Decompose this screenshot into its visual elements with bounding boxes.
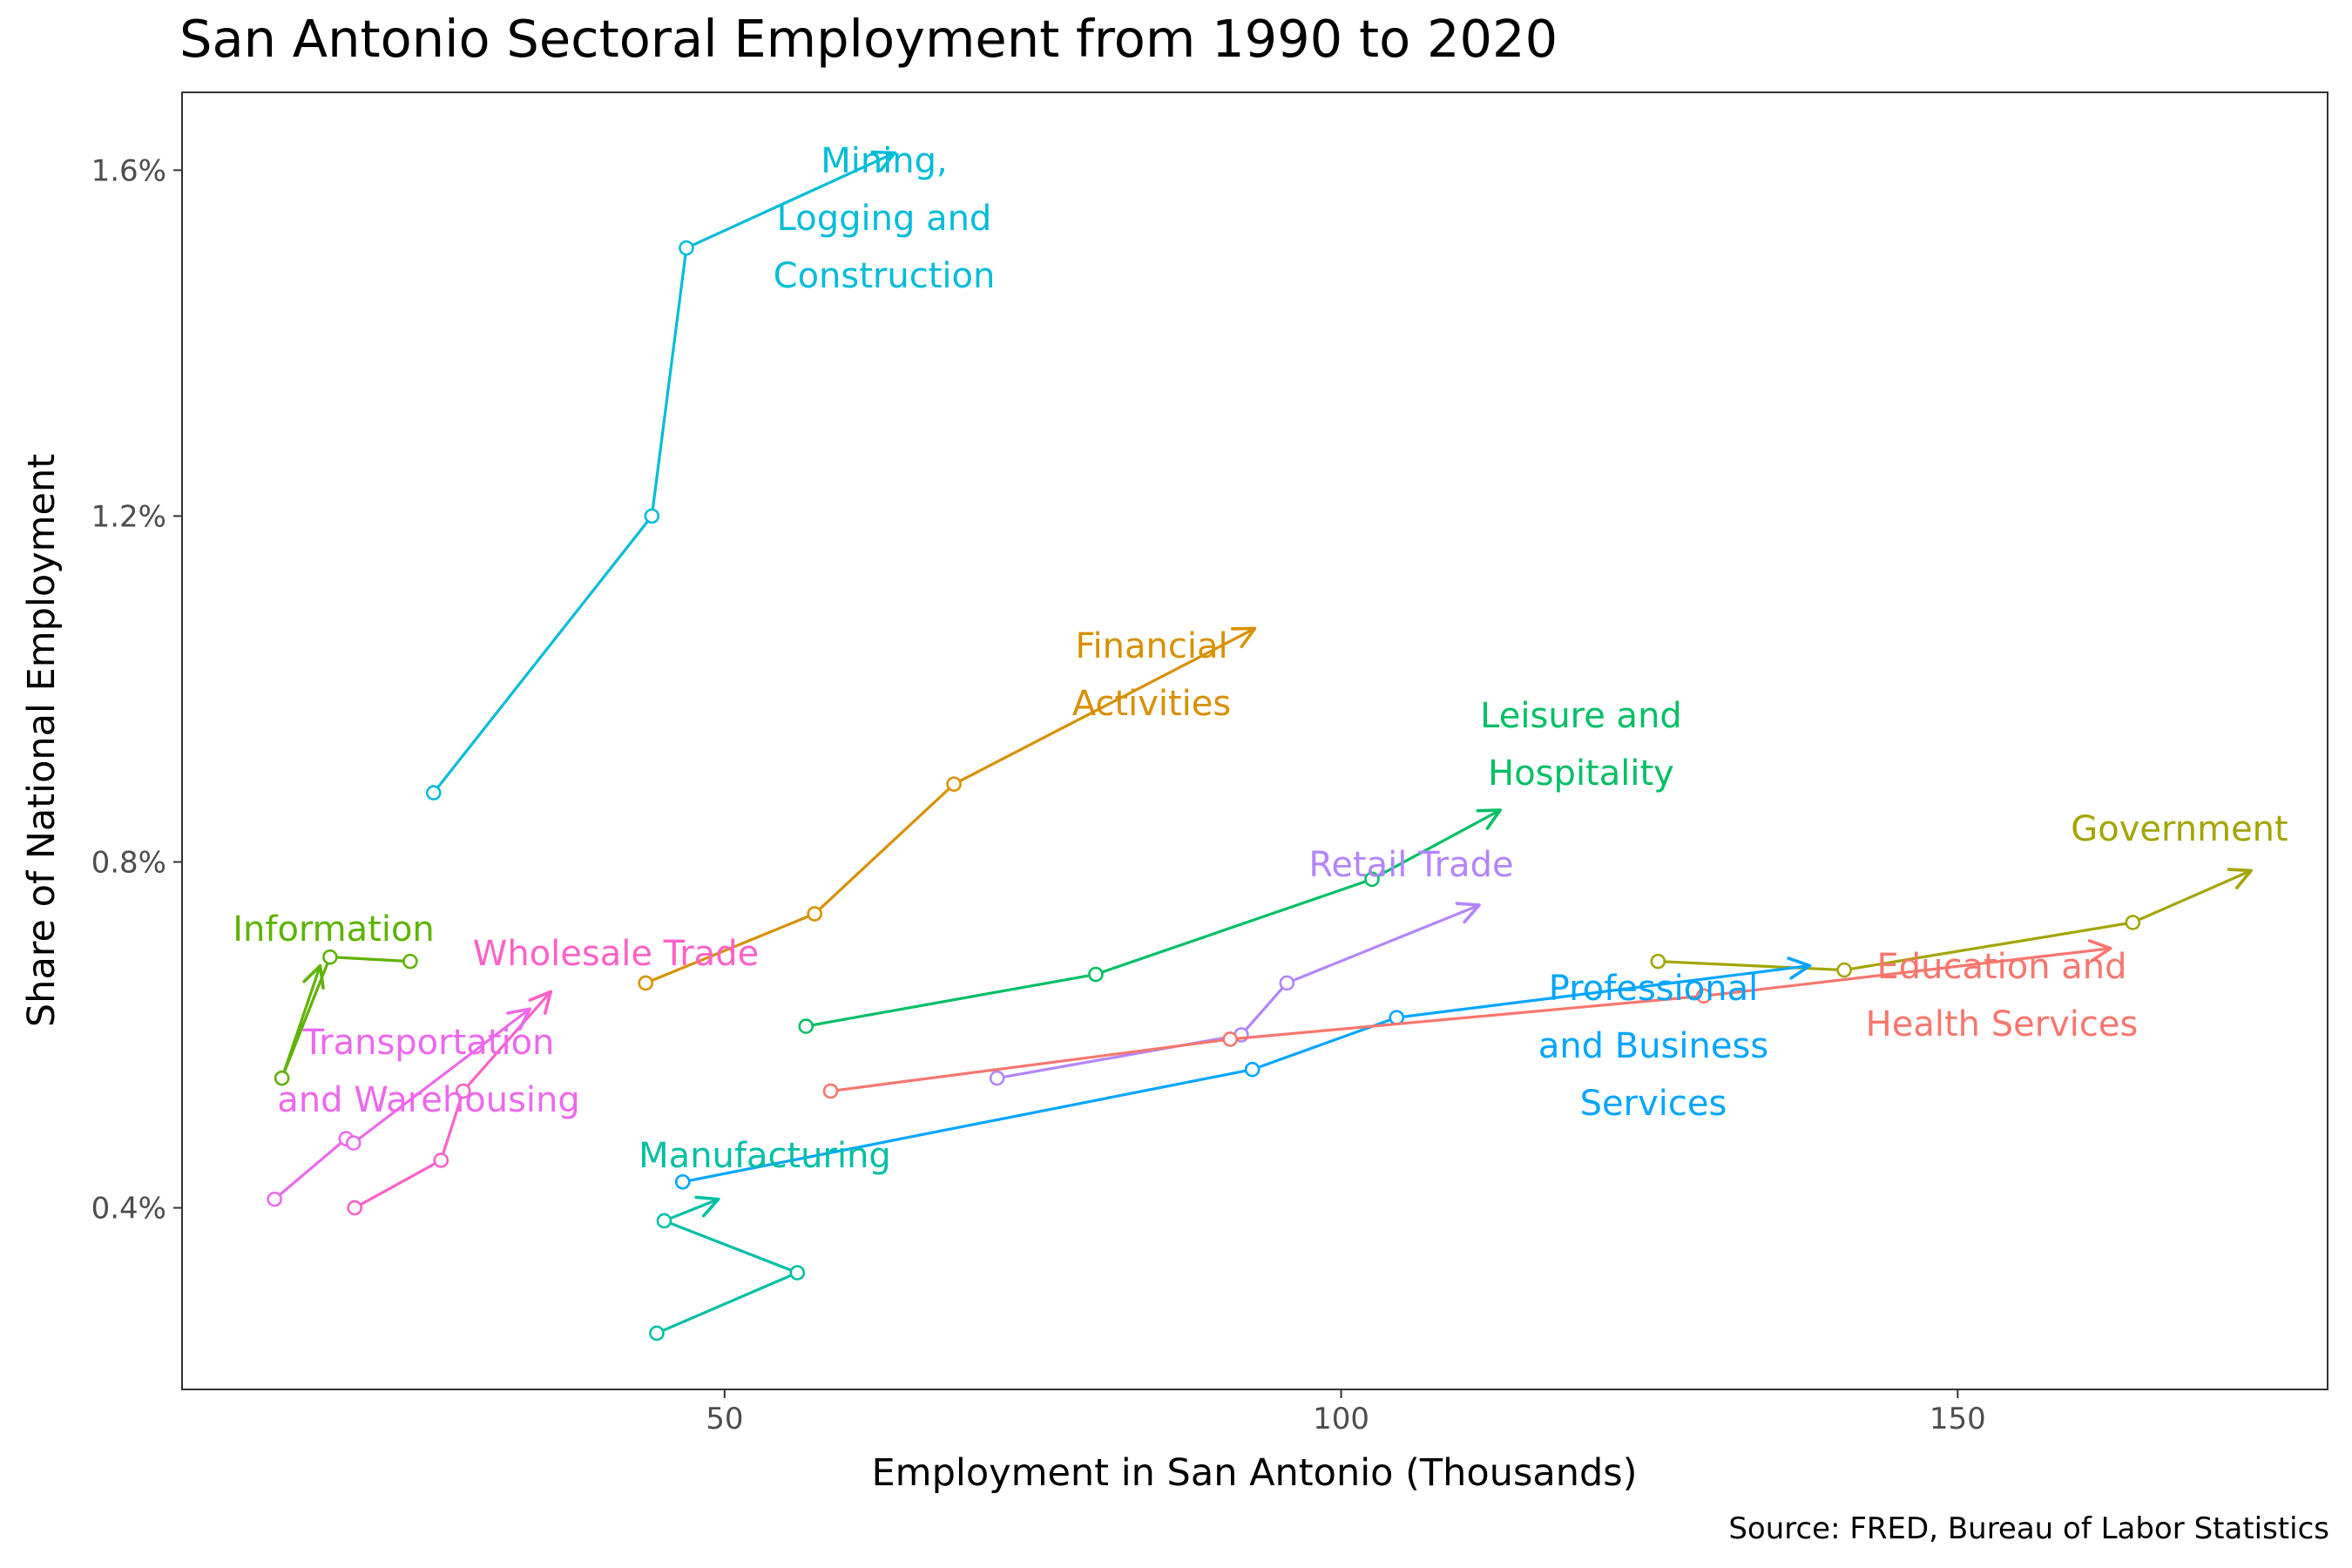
data-point [402,953,418,970]
data-point [1364,871,1380,888]
data-point [267,1191,282,1207]
series-education-and-health-services [822,939,2112,1099]
y-tick-label: 1.2% [91,499,166,534]
series-line [656,1195,799,1335]
data-point [638,975,654,991]
series-information [274,949,418,1086]
series-label-financial-activities: Financial Activities [1072,626,1231,724]
chart-title: San Antonio Sectoral Employment from 199… [179,9,1558,69]
series-label-professional-and-business-services: Professional and Business Services [1538,969,1768,1124]
data-point [807,906,822,922]
data-point [1244,1061,1260,1078]
data-point [322,949,338,965]
data-point [656,1213,672,1229]
series-label-education-and-health-services: Education and Health Services [1866,947,2139,1044]
series-label-leisure-and-hospitality: Leisure and Hospitality [1480,696,1682,794]
label-layer: Mining, Logging and Construction Financial A… [233,141,2288,1176]
data-point [425,785,442,801]
data-point [455,1083,471,1099]
plot-panel [181,91,2328,1390]
series-label-mining-logging-and-construction: Mining, Logging and Construction [774,141,996,296]
series-line [997,902,1481,1080]
series-manufacturing [649,1195,806,1342]
data-point [347,1200,362,1216]
data-point [1836,962,1852,978]
series-wholesale-trade [347,990,553,1216]
series-label-government: Government [2071,809,2288,849]
data-point [345,1135,362,1151]
x-axis-title: Employment in San Antonio (Thousands) [872,1451,1638,1495]
data-point [1088,966,1104,983]
source-caption: Source: FRED, Bureau of Labor Statistics [1728,1511,2329,1546]
series-transportation-and-warehousing [267,1007,531,1207]
data-point [433,1152,449,1168]
data-point [789,1265,806,1281]
data-point [1222,1031,1238,1047]
series-line [280,956,410,1080]
data-point [1279,975,1295,991]
axis-layer: 50 100 150 0.4% 0.8% 1.2% 1.6% [91,153,1986,1436]
x-tick-label: 150 [1930,1402,1986,1436]
series-leisure-and-hospitality [798,808,1502,1034]
data-point [989,1070,1005,1086]
data-point [822,1083,839,1099]
series-line [354,990,553,1209]
series-label-retail-trade: Retail Trade [1308,845,1513,885]
series-line [645,626,1257,984]
data-point [1650,953,1666,970]
data-point [274,1070,290,1086]
data-point [679,240,694,256]
data-point [674,1173,691,1190]
data-point [1389,1010,1405,1025]
series-line [682,956,1812,1184]
x-tick-label: 100 [1313,1402,1369,1436]
data-point [644,508,660,524]
x-tick-label: 50 [706,1402,743,1436]
y-tick-label: 0.8% [91,845,166,880]
series-label-manufacturing: Manufacturing [639,1136,891,1176]
series-label-transportation-and-warehousing: Transportation and Warehousing [277,1023,580,1120]
series-line [805,808,1502,1028]
series-mining-logging-and-construction [425,150,896,801]
series-line [432,150,896,794]
data-point [2125,915,2141,930]
y-axis-title: Share of National Employment [20,454,64,1027]
y-tick-label: 1.6% [91,153,166,188]
series-label-information: Information [233,909,435,950]
data-point [798,1018,814,1034]
data-point [649,1325,665,1342]
series-line [830,939,2112,1093]
series-government [1650,868,2254,978]
y-tick-label: 0.4% [91,1192,166,1227]
series-financial-activities [638,626,1257,991]
series-line [1658,868,2254,972]
data-point [946,776,962,792]
series-layer [267,150,2254,1342]
data-point [1695,988,1712,1004]
series-professional-and-business-services [674,956,1812,1190]
series-label-wholesale-trade: Wholesale Trade [473,934,759,974]
